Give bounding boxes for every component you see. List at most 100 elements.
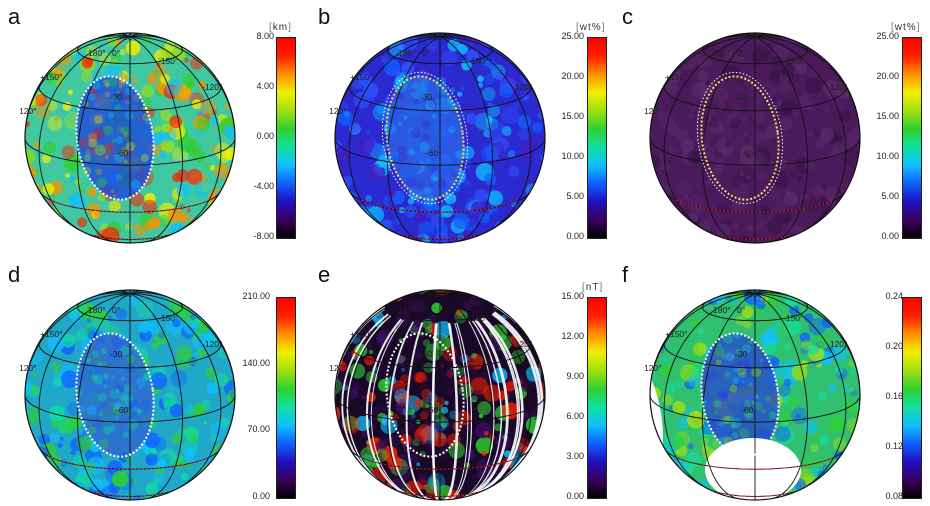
colorbar-f xyxy=(902,297,922,499)
colorbar-tick-label: 9.00 xyxy=(566,371,584,381)
grid-label: -120° xyxy=(827,339,847,349)
grid-label: -120° xyxy=(202,82,222,92)
colorbar-tick-label: 0.00 xyxy=(252,491,270,501)
colorbar-tick-label: 0.24 xyxy=(885,291,903,301)
colorbar-tick-label: 15.00 xyxy=(876,111,899,121)
globe-f: +30° 180° 0° -150° +150° -120° +120° -30 -60 xyxy=(645,289,861,501)
panel-label-f: f xyxy=(622,262,629,287)
grid-label: -30 xyxy=(735,349,748,359)
basin-outline xyxy=(700,332,780,458)
grid-label: +150° xyxy=(665,72,688,82)
colorbar-tick-label: 20.00 xyxy=(561,71,584,81)
grid-label: -120° xyxy=(827,82,847,92)
grid-label: 0° xyxy=(737,48,745,58)
grid-label: +150° xyxy=(350,329,373,339)
panel-label-a: a xyxy=(8,4,21,29)
panel-label-c: c xyxy=(622,4,633,29)
grid-label: -30 xyxy=(110,349,123,359)
grid-label: +150° xyxy=(350,72,373,82)
colorbar-e xyxy=(587,297,607,499)
grid-label: 0° xyxy=(112,305,120,315)
grid-label: 180° xyxy=(88,305,106,315)
grid-label: +30° xyxy=(118,289,136,299)
colorbar-tick-label: 0.08 xyxy=(885,491,903,501)
grid-label: -30 xyxy=(110,92,123,102)
grid-label: -30 xyxy=(420,92,433,102)
grid-label: -120° xyxy=(512,82,532,92)
colorbar-tick-label: 140.00 xyxy=(242,357,270,368)
grid-label: -30 xyxy=(420,349,433,359)
globe-rim xyxy=(334,289,546,501)
grid-label: -120° xyxy=(202,339,222,349)
grid-label: 180° xyxy=(398,48,416,58)
colorbar-tick-label: 4.00 xyxy=(256,81,274,91)
basin-outline xyxy=(700,75,780,201)
colorbar-tick-label: 15.00 xyxy=(561,111,584,121)
colorbar-tick-label: 5.00 xyxy=(881,191,899,201)
basin-outline xyxy=(385,75,465,201)
colorbar-tick-label: 3.00 xyxy=(566,451,584,461)
grid-label: 180° xyxy=(88,48,106,58)
grid-label: -150° xyxy=(783,56,803,66)
grid-label: 180° xyxy=(398,305,416,315)
unit-label-a: [km] xyxy=(269,22,292,33)
globe-rim xyxy=(24,32,236,244)
colorbar-tick-label: 12.00 xyxy=(561,331,584,341)
colorbar-tick-label: 0.20 xyxy=(885,341,903,351)
grid-label: +120° xyxy=(330,106,347,116)
grid-label: +120° xyxy=(20,106,37,116)
grid-label: +120° xyxy=(20,363,37,373)
grid-label: 180° xyxy=(713,305,731,315)
grid-label: -150° xyxy=(783,313,803,323)
colorbar-tick-label: 6.00 xyxy=(566,411,584,421)
grid-label: +120° xyxy=(645,363,662,373)
unit-label-c: [wt%] xyxy=(891,22,921,33)
grid-label: -60 xyxy=(116,405,129,415)
colorbar-tick-label: 25.00 xyxy=(561,31,584,41)
grid-label: -60 xyxy=(741,405,754,415)
grid-label: 0° xyxy=(112,48,120,58)
globe-b: +30° 180° 0° -150° +150° -120° +120° -30 -60 xyxy=(330,32,546,244)
grid-label: +30° xyxy=(743,289,761,299)
colorbar-b xyxy=(587,37,607,239)
grid-label: 180° xyxy=(713,48,731,58)
grid-label: -150° xyxy=(468,313,488,323)
panel-label-d: d xyxy=(8,262,21,287)
panel-label-b: b xyxy=(318,4,331,29)
grid-label: -150° xyxy=(158,313,178,323)
grid-label: +30° xyxy=(118,32,136,42)
grid-label: -60 xyxy=(426,148,439,158)
colorbar-tick-label: 0.00 xyxy=(566,491,584,501)
colorbar-tick-label: -8.00 xyxy=(253,231,274,241)
grid-label: +150° xyxy=(665,329,688,339)
colorbar-tick-label: 5.00 xyxy=(566,191,584,201)
colorbar-tick-label: 0.12 xyxy=(885,441,903,451)
grid-label: +150° xyxy=(40,72,63,82)
globe-e: +30° 180° 0° -150° +150° -120° +120° -30 -60 xyxy=(330,289,546,501)
grid-label: +150° xyxy=(40,329,63,339)
colorbar-tick-label: 10.00 xyxy=(876,151,899,161)
colorbar-tick-label: 210.00 xyxy=(242,291,270,301)
colorbar-a xyxy=(276,37,296,239)
unit-label-e: [nT] xyxy=(582,282,604,293)
grid-label: 0° xyxy=(422,305,430,315)
colorbar-tick-label: 8.00 xyxy=(256,31,274,41)
colorbar-d xyxy=(276,297,296,499)
colorbar-tick-label: 0.00 xyxy=(881,231,899,241)
colorbar-tick-label: 0.00 xyxy=(256,131,274,141)
colorbar-tick-label: -4.00 xyxy=(253,181,274,191)
colorbar-c xyxy=(902,37,922,239)
grid-label: +120° xyxy=(330,363,347,373)
grid-label: -60 xyxy=(116,148,129,158)
colorbar-tick-label: 10.00 xyxy=(561,151,584,161)
unit-label-b: [wt%] xyxy=(576,22,606,33)
globe-d: +30° 180° 0° -150° +150° -120° +120° -30 -60 xyxy=(20,289,236,501)
grid-label: -30 xyxy=(735,92,748,102)
globe-rim xyxy=(24,289,236,501)
grid-label: +30° xyxy=(428,32,446,42)
grid-label: +30° xyxy=(428,289,446,299)
colorbar-tick-label: 0.16 xyxy=(885,391,903,401)
globe-rim xyxy=(334,32,546,244)
grid-label: 0° xyxy=(737,305,745,315)
colorbar-tick-label: 70.00 xyxy=(247,424,270,435)
